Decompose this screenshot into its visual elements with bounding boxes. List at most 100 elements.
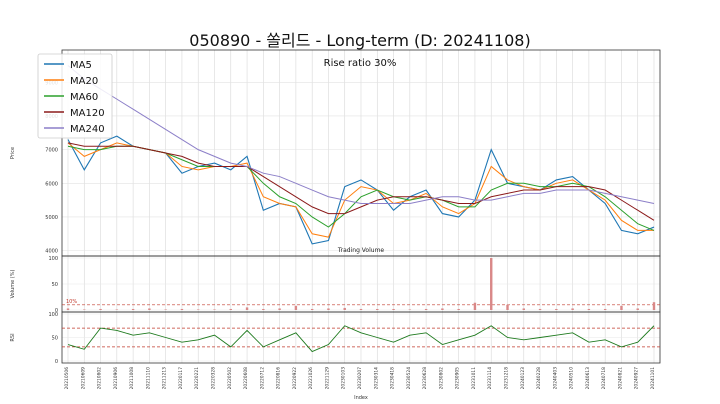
series-line-ma240 <box>67 65 655 204</box>
rsi-tick-label: 50 <box>52 336 58 342</box>
x-tick-label: 20210802 <box>97 367 103 390</box>
volume-bar <box>245 307 249 310</box>
volume-threshold-label: 10% <box>66 299 77 305</box>
volume-bar <box>603 308 607 310</box>
x-tick-label: 20240403 <box>552 367 558 390</box>
x-tick-label: 20211213 <box>162 367 168 390</box>
x-tick-label: 20231011 <box>471 367 477 390</box>
rsi-panel-frame <box>61 311 661 364</box>
legend-label-ma20: MA20 <box>70 76 98 87</box>
volume-bar <box>294 305 298 310</box>
x-tick-label: 20220502 <box>227 367 233 390</box>
volume-bar <box>148 308 151 310</box>
volume-bar <box>506 304 509 310</box>
x-tick-label: 20231114 <box>487 367 493 390</box>
legend-label-ma240: MA240 <box>70 124 105 135</box>
x-tick-label: 20240821 <box>617 367 623 390</box>
x-tick-label: 20220816 <box>276 367 282 390</box>
x-tick-label: 20220608 <box>243 367 249 390</box>
trading-volume-label: Trading Volume <box>337 247 385 254</box>
volume-bar <box>424 308 428 310</box>
volume-bar <box>376 308 379 310</box>
x-tick-label: 20230207 <box>357 367 363 390</box>
volume-bar <box>522 308 525 310</box>
x-axis-label: Index <box>354 395 368 401</box>
x-tick-label: 20210506 <box>64 367 70 390</box>
x-tick-label: 20221026 <box>308 367 314 390</box>
volume-tick-label: 50 <box>52 282 58 288</box>
volume-tick-label: 100 <box>48 256 58 262</box>
legend-box <box>37 53 113 139</box>
x-tick-label: 20240123 <box>520 367 526 390</box>
volume-bar <box>327 308 330 310</box>
x-tick-label: 20220117 <box>178 367 184 390</box>
volume-bar <box>587 308 591 310</box>
volume-bar <box>538 308 542 310</box>
volume-bar <box>197 309 200 310</box>
x-tick-label: 20230524 <box>406 367 412 390</box>
volume-axis-label: Volume (%) <box>10 270 16 299</box>
x-tick-label: 20240228 <box>536 367 542 390</box>
volume-bar <box>359 308 363 310</box>
series-line-ma120 <box>67 142 655 221</box>
volume-bar <box>392 308 395 310</box>
price-tick-label: 6000 <box>45 181 58 187</box>
volume-bar <box>310 308 314 310</box>
x-tick-label: 20211008 <box>129 367 135 390</box>
x-tick-label: 20230314 <box>373 367 379 390</box>
volume-bar <box>278 308 281 310</box>
volume-bar <box>262 308 265 310</box>
rsi-tick-label: 100 <box>48 312 58 318</box>
volume-bar <box>408 309 412 310</box>
volume-bar <box>83 309 86 310</box>
volume-bar <box>131 308 135 310</box>
x-tick-label: 20230418 <box>390 367 396 390</box>
x-tick-label: 20220712 <box>259 367 265 390</box>
x-tick-label: 20230103 <box>341 367 347 390</box>
x-tick-label: 20230628 <box>422 367 428 390</box>
price-axis-label: Price <box>10 147 16 159</box>
rsi-line <box>67 325 655 353</box>
rsi-tick-label: 0 <box>55 359 58 365</box>
volume-bar <box>636 308 639 310</box>
volume-bar <box>555 308 558 310</box>
rise-ratio-annotation: Rise ratio 30% <box>324 58 397 69</box>
rsi-axis-label: RSI <box>10 333 16 341</box>
volume-bar <box>571 308 574 310</box>
x-tick-label: 20240927 <box>634 367 640 390</box>
volume-bar <box>99 308 102 310</box>
volume-bar <box>490 258 493 310</box>
chart-title: 050890 - 쏠리드 - Long-term (D: 20241108) <box>189 31 531 50</box>
volume-bar <box>213 309 216 310</box>
x-tick-label: 20240613 <box>585 367 591 390</box>
volume-bar <box>473 302 477 310</box>
x-tick-label: 20220328 <box>211 367 217 390</box>
x-tick-label: 20220922 <box>292 367 298 390</box>
volume-bar <box>441 308 444 310</box>
price-tick-label: 4000 <box>45 249 58 255</box>
volume-bar <box>115 309 119 310</box>
volume-bar <box>180 308 184 310</box>
x-tick-label: 20230905 <box>455 367 461 390</box>
volume-bar <box>620 305 623 310</box>
volume-bar <box>652 302 656 310</box>
volume-bar <box>457 308 460 310</box>
volume-bar <box>66 308 70 310</box>
legend-label-ma60: MA60 <box>70 92 98 103</box>
volume-bar <box>343 307 346 310</box>
x-tick-label: 20240510 <box>569 367 575 390</box>
volume-bar <box>164 309 167 310</box>
legend-label-ma5: MA5 <box>70 60 92 71</box>
price-tick-label: 7000 <box>45 148 58 154</box>
volume-bar <box>229 308 232 310</box>
x-tick-label: 20210609 <box>80 367 86 390</box>
x-tick-label: 20240718 <box>601 367 607 390</box>
price-tick-label: 5000 <box>45 215 58 221</box>
x-tick-label: 20241101 <box>650 367 656 390</box>
x-tick-label: 20230802 <box>438 367 444 390</box>
legend-label-ma120: MA120 <box>70 108 105 119</box>
x-tick-label: 20210906 <box>113 367 119 390</box>
x-tick-label: 20220221 <box>194 367 200 390</box>
